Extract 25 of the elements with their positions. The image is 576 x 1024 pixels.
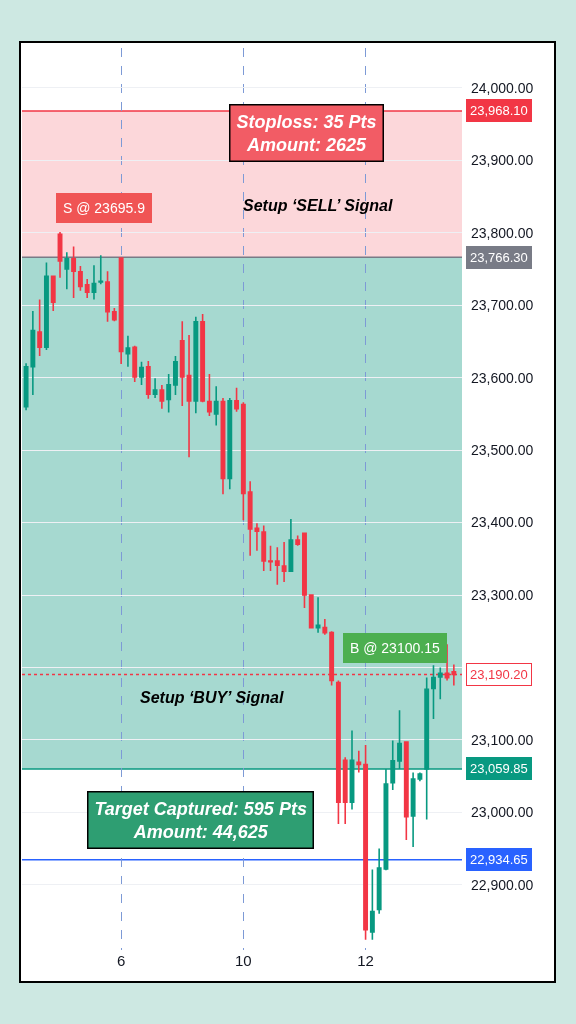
- ref-line-label: 23,968.10: [470, 103, 528, 118]
- annotation: B @ 23100.15: [350, 640, 440, 656]
- annotation: Target Captured: 595 Pts Amount: 44,625: [94, 798, 307, 842]
- ref-line-label: 22,934.65: [470, 852, 528, 867]
- y-tick-label: 22,900.00: [471, 876, 534, 893]
- annotation: Setup ‘SELL’ Signal: [243, 197, 393, 214]
- x-tick-label: 6: [116, 952, 126, 969]
- ref-line-label: 23,059.85: [470, 761, 528, 776]
- y-tick-label: 23,600.00: [471, 369, 534, 386]
- x-tick-label: 10: [235, 952, 252, 969]
- y-tick-label: 23,700.00: [471, 297, 534, 314]
- ref-line-label: 23,190.20: [470, 667, 528, 682]
- annotation: Setup ‘BUY’ Signal: [140, 689, 284, 706]
- y-tick-label: 24,000.00: [471, 79, 534, 96]
- annotation: S @ 23695.9: [63, 200, 146, 216]
- y-tick-label: 23,400.00: [471, 514, 534, 531]
- x-tick-label: 12: [357, 952, 374, 969]
- y-tick-label: 23,100.00: [471, 731, 534, 748]
- y-tick-label: 23,300.00: [471, 586, 534, 603]
- annotation: Stoploss: 35 Pts Amount: 2625: [236, 111, 377, 155]
- y-tick-label: 23,800.00: [471, 224, 534, 241]
- ref-line-label: 23,766.30: [470, 250, 528, 265]
- y-tick-label: 23,900.00: [471, 152, 534, 169]
- y-tick-label: 23,500.00: [471, 442, 534, 458]
- y-tick-label: 23,000.00: [471, 804, 534, 821]
